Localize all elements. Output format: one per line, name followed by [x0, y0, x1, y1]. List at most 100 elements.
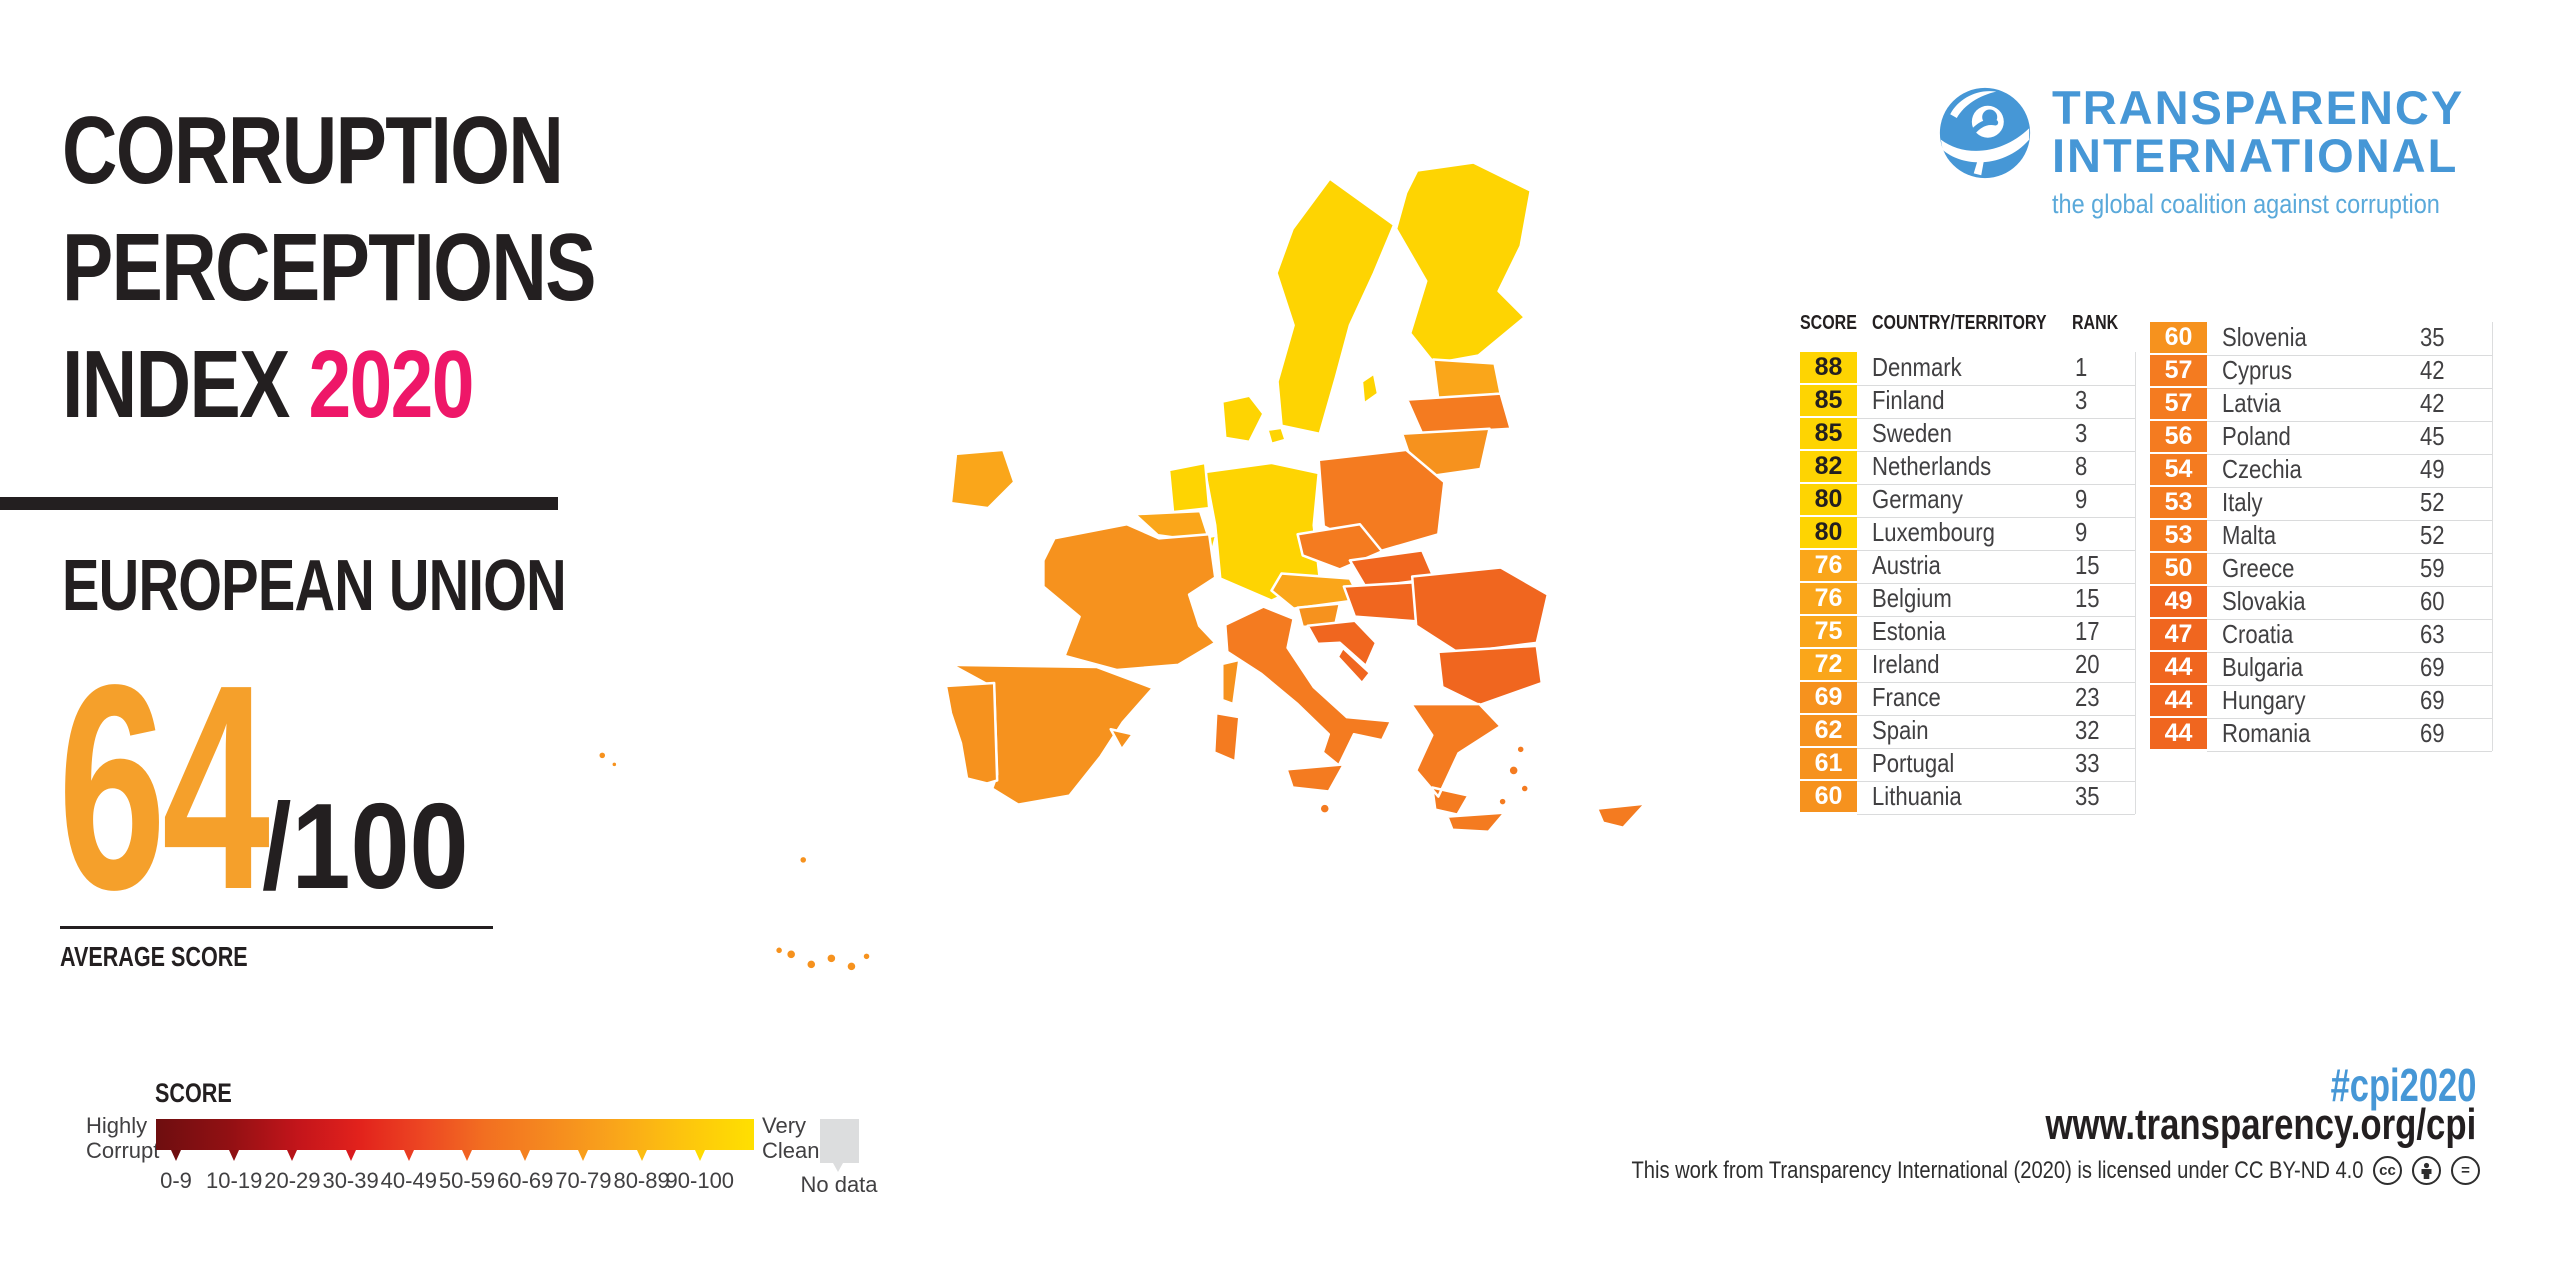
rank-value: 52	[2420, 487, 2445, 517]
legend-no-data: No data	[800, 1119, 878, 1197]
license-text: This work from Transparency Internationa…	[1630, 1156, 2363, 1184]
country-name: Slovenia	[2222, 322, 2307, 352]
map-country-netherlands	[1167, 461, 1211, 514]
score-cell: 47	[2150, 619, 2207, 650]
title-line-1: CORRUPTION	[62, 97, 564, 204]
rank-value: 15	[2075, 550, 2100, 580]
average-score-label: AVERAGE SCORE	[60, 941, 248, 972]
score-cell: 44	[2150, 652, 2207, 683]
table-row: 50 Greece 59	[2150, 553, 2492, 587]
table-row: 80 Luxembourg 9	[1800, 517, 2135, 551]
transparency-international-wordmark: TRANSPARENCY INTERNATIONAL the global co…	[2052, 84, 2498, 220]
map-island-canary-6	[773, 945, 785, 956]
score-cell: 54	[2150, 454, 2207, 485]
table-row: 60 Slovenia 35	[2150, 322, 2492, 356]
table-row: 54 Czechia 49	[2150, 454, 2492, 488]
country-name: Sweden	[1872, 418, 1952, 448]
logo-tagline: the global coalition against corruption	[2052, 189, 2440, 219]
score-cell: 53	[2150, 520, 2207, 551]
rank-value: 9	[2075, 484, 2088, 514]
map-country-denmark	[1221, 394, 1265, 444]
country-name: Belgium	[1872, 583, 1952, 613]
table-row: 85 Sweden 3	[1800, 418, 2135, 452]
score-cell: 75	[1800, 616, 1857, 647]
map-country-cyprus	[1595, 802, 1647, 829]
map-country-romania	[1410, 566, 1550, 655]
rank-value: 60	[2420, 586, 2445, 616]
rank-value: 23	[2075, 682, 2100, 712]
legend-gradient-bar: 0-9 10-19 20-29 30-39 40-49 50-59 60-69 70-79 80…	[156, 1119, 754, 1193]
logo-line-1: TRANSPARENCY	[2052, 81, 2465, 134]
map-country-sweden	[1275, 177, 1396, 436]
table-row: 49 Slovakia 60	[2150, 586, 2492, 620]
map-country-malta	[1318, 802, 1332, 815]
score-cell: 60	[1800, 781, 1857, 812]
table-row: 53 Malta 52	[2150, 520, 2492, 554]
score-cell: 57	[2150, 388, 2207, 419]
table-row: 60 Lithuania 35	[1800, 781, 2135, 815]
table-row: 47 Croatia 63	[2150, 619, 2492, 653]
country-name: Malta	[2222, 520, 2277, 550]
rank-value: 15	[2075, 583, 2100, 613]
map-island-zealand	[1266, 426, 1287, 446]
map-island-canary-4	[845, 960, 858, 973]
legend-tick-90-100	[694, 1150, 705, 1161]
country-name: Croatia	[2222, 619, 2294, 649]
country-name: Latvia	[2222, 388, 2281, 418]
rank-value: 49	[2420, 454, 2445, 484]
title-line-3: INDEX 2020	[62, 331, 474, 438]
rank-value: 63	[2420, 619, 2445, 649]
country-name: Denmark	[1872, 352, 1962, 382]
legend-high-label: Very Clean	[762, 1113, 820, 1163]
country-name: Portugal	[1872, 748, 1955, 778]
average-score-display: 64/100	[58, 641, 499, 1030]
score-cell: 80	[1800, 517, 1857, 548]
map-country-finland	[1394, 161, 1533, 365]
table-row: 76 Belgium 15	[1800, 583, 2135, 617]
table-row: 80 Germany 9	[1800, 484, 2135, 518]
map-island-greek-2	[1519, 783, 1530, 794]
legend-range-label: 40-49	[380, 1168, 437, 1193]
score-cell: 44	[2150, 718, 2207, 749]
table-row: 62 Spain 32	[1800, 715, 2135, 749]
score-cell: 72	[1800, 649, 1857, 680]
country-name: Ireland	[1872, 649, 1940, 679]
rank-value: 8	[2075, 451, 2088, 481]
average-score-rule	[60, 926, 493, 929]
country-name: Greece	[2222, 553, 2295, 583]
rank-value: 52	[2420, 520, 2445, 550]
map-country-ireland	[949, 448, 1016, 510]
map-island-crete	[1446, 811, 1506, 833]
legend-tick-40-49	[403, 1150, 414, 1161]
table-row: 56 Poland 45	[2150, 421, 2492, 455]
score-cell: 88	[1800, 352, 1857, 383]
score-cell: 80	[1800, 484, 1857, 515]
ranking-table-column-2: 60 Slovenia 35 57 Cyprus 42 57 Latvia 42 56 Poland…	[2150, 322, 2493, 752]
title-year: 2020	[308, 331, 474, 438]
table-row: 44 Bulgaria 69	[2150, 652, 2492, 686]
country-name: Czechia	[2222, 454, 2302, 484]
cc-icon: cc	[2373, 1156, 2402, 1185]
cc-attribution-icon	[2412, 1156, 2441, 1185]
legend-range-label: 50-59	[438, 1168, 496, 1193]
table-row: 57 Latvia 42	[2150, 388, 2492, 422]
region-label: EUROPEAN UNION	[62, 546, 567, 626]
table-row: 85 Finland 3	[1800, 385, 2135, 419]
table-row: 72 Ireland 20	[1800, 649, 2135, 683]
legend-range-label: 70-79	[555, 1168, 612, 1193]
rank-value: 17	[2075, 616, 2100, 646]
legend-range-label: 10-19	[206, 1168, 263, 1193]
rank-value: 1	[2075, 352, 2088, 382]
country-name: Bulgaria	[2222, 652, 2304, 682]
divider-bar	[0, 497, 558, 510]
table-row: 57 Cyprus 42	[2150, 355, 2492, 389]
map-island-azores-2	[610, 760, 619, 769]
no-data-label: No data	[800, 1172, 878, 1197]
country-name: Germany	[1872, 484, 1963, 514]
score-cell: 60	[2150, 322, 2207, 353]
country-name: Lithuania	[1872, 781, 1962, 811]
country-name: Poland	[2222, 421, 2291, 451]
country-name: Spain	[1872, 715, 1929, 745]
country-name: Slovakia	[2222, 586, 2306, 616]
rank-value: 35	[2075, 781, 2100, 811]
